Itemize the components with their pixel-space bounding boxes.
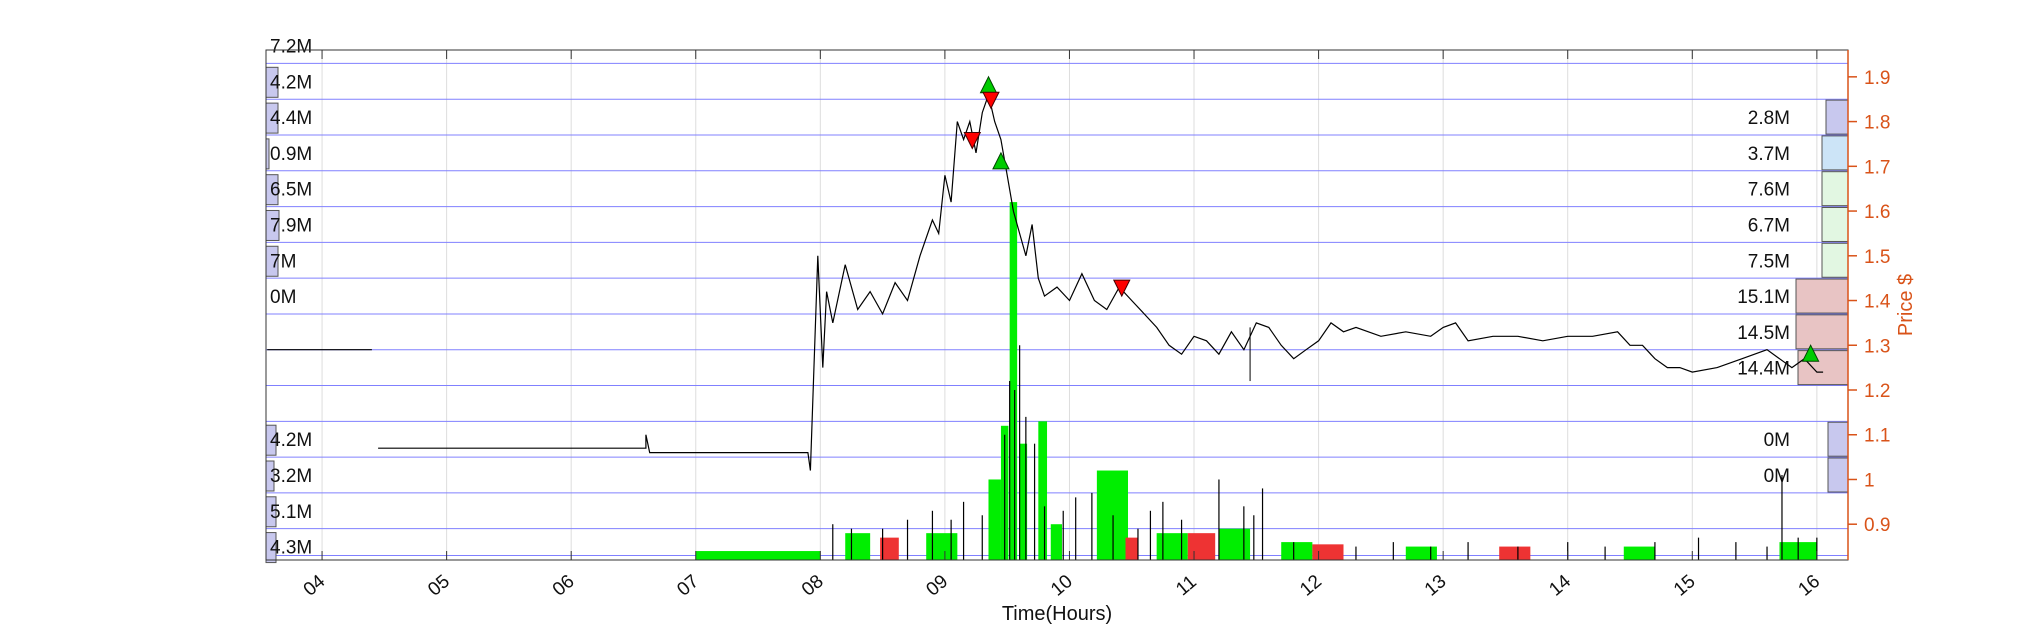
right-profile-label: 0M (1764, 430, 1790, 451)
sell-marker (963, 131, 982, 150)
x-tick-label: 10 (1047, 571, 1077, 601)
buy-volume-bar (926, 533, 958, 560)
x-tick-label: 06 (549, 571, 579, 601)
y-tick-label: 1.8 (1864, 113, 1890, 134)
buy-volume-bar (1405, 546, 1437, 560)
sell-volume-bar (1499, 546, 1531, 560)
left-profile-label: 4.2M (270, 72, 312, 93)
price-line-series (267, 92, 1824, 471)
buy-marker (992, 151, 1010, 170)
sell-volume-bar (1125, 537, 1138, 560)
buy-volume-bar (988, 479, 1001, 560)
buy-volume-bar (845, 533, 871, 560)
left-profile-label: 0M (270, 287, 296, 308)
right-profile-label: 7.6M (1748, 180, 1790, 201)
buy-volume-bar (1050, 524, 1062, 560)
x-tick-label: 05 (424, 571, 454, 601)
right-profile-bar (1827, 457, 1849, 493)
right-profile-bar (1827, 421, 1849, 457)
right-profile-bar (1821, 171, 1849, 207)
right-profile-label: 14.5M (1737, 323, 1790, 344)
y-tick-label: 1.5 (1864, 247, 1890, 268)
buy-volume-bar (1009, 202, 1018, 560)
buy-volume-bar (1156, 533, 1188, 560)
sell-marker (982, 91, 1000, 110)
right-profile-label: 15.1M (1737, 287, 1790, 308)
left-profile-label: 4.4M (270, 108, 312, 129)
x-tick-label: 04 (300, 571, 330, 601)
buy-volume-bar (1019, 443, 1028, 560)
x-tick-label: 07 (673, 571, 703, 601)
right-profile-label: 0M (1764, 466, 1790, 487)
x-tick-label: 16 (1794, 571, 1824, 601)
y-tick-label: 1 (1864, 470, 1875, 491)
right-profile-label: 14.4M (1737, 359, 1790, 380)
x-tick-label: 14 (1545, 571, 1575, 601)
right-profile-bar (1795, 314, 1849, 350)
left-profile-label: 5.1M (270, 502, 312, 523)
x-tick-label: 11 (1172, 571, 1201, 600)
buy-volume-bar (1281, 542, 1313, 560)
buy-volume-bar (1038, 421, 1048, 560)
volume-bars (695, 202, 1818, 560)
sell-marker (1112, 279, 1131, 298)
y-tick-label: 0.9 (1864, 515, 1890, 536)
left-profile-label: 7.2M (270, 37, 312, 58)
left-profile-label: 4.2M (270, 430, 312, 451)
buy-volume-bar (695, 551, 821, 560)
buy-volume-bar (1218, 528, 1251, 560)
right-profile-bar (1795, 278, 1849, 314)
right-profile-bar (1821, 206, 1849, 242)
x-axis-title: Time(Hours) (1002, 603, 1112, 625)
right-volume-profile: 2.8M 3.7M 7.6M 6.7M 7.5M 15.1M 14.5M 14.4M 0M 0M (1737, 99, 1849, 493)
right-profile-label: 3.7M (1748, 144, 1790, 165)
y-tick-label: 1.4 (1864, 292, 1891, 313)
sell-volume-bar (880, 537, 899, 560)
left-profile-label: 4.3M (270, 538, 312, 559)
trade-markers (963, 75, 1820, 362)
right-profile-label: 6.7M (1748, 215, 1790, 236)
y-tick-label: 1.2 (1864, 381, 1890, 402)
y-axis-title: Price $ (1895, 274, 1917, 336)
left-profile-label: 3.2M (270, 466, 312, 487)
sell-volume-bar (1187, 533, 1216, 560)
y-tick-label: 1.3 (1864, 336, 1890, 357)
y-tick-label: 1.1 (1864, 426, 1890, 447)
left-profile-label: 6.5M (270, 180, 312, 201)
y-tick-label: 1.9 (1864, 68, 1890, 89)
right-profile-bar (1821, 135, 1849, 171)
y-tick-label: 1.7 (1864, 157, 1890, 178)
right-profile-bar (1825, 99, 1849, 135)
buy-marker (1801, 344, 1820, 362)
plot-background (266, 50, 1848, 560)
x-tick-label: 12 (1296, 571, 1326, 601)
left-volume-profile: 7.2M 4.2M 4.4M 0.9M 6.5M 7.9M 7M 0M 4.2M 3.2M 5.1M… (265, 37, 312, 564)
left-profile-label: 7.9M (270, 215, 312, 236)
y-tick-label: 1.6 (1864, 202, 1890, 223)
x-tick-label: 15 (1670, 571, 1700, 601)
price-line (378, 92, 1824, 471)
right-profile-label: 2.8M (1748, 108, 1790, 129)
right-profile-bar (1821, 242, 1849, 278)
sell-volume-bar (1312, 544, 1344, 560)
price-axis: 0.9 1 1.1 1.2 1.3 1.4 1.5 1.6 1.7 1.8 1.9 (1847, 50, 1891, 560)
price-level-grid (266, 62, 1848, 557)
right-profile-label: 7.5M (1748, 251, 1790, 272)
left-profile-label: 7M (270, 251, 296, 272)
x-tick-label: 09 (923, 571, 953, 601)
x-tick-label: 08 (798, 571, 828, 601)
x-tick-label: 13 (1421, 571, 1451, 601)
buy-volume-bar (1623, 546, 1655, 560)
left-profile-label: 0.9M (270, 144, 312, 165)
buy-volume-bar (1096, 470, 1129, 560)
